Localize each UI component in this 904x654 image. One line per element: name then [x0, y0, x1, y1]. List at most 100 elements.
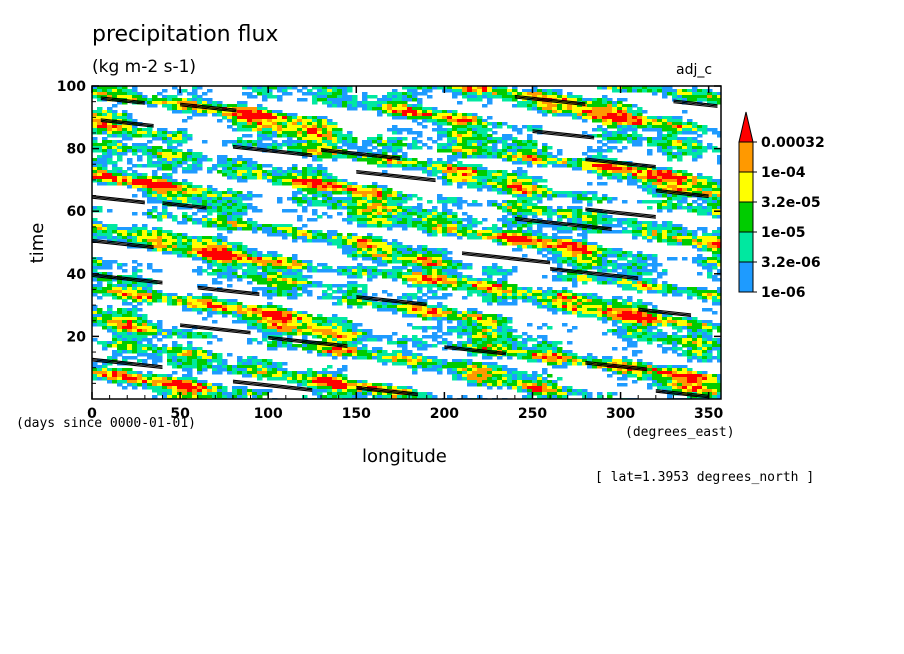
heatmap-cell: [387, 137, 393, 141]
heatmap-cell: [542, 236, 548, 240]
heatmap-cell: [682, 206, 688, 210]
heatmap-cell: [377, 110, 383, 114]
heatmap-cell: [472, 176, 478, 180]
heatmap-cell: [277, 125, 283, 129]
heatmap-cell: [102, 110, 108, 114]
heatmap-cell: [552, 239, 558, 243]
heatmap-cell: [342, 200, 348, 204]
heatmap-cell: [662, 206, 668, 210]
heatmap-cell: [552, 248, 558, 252]
heatmap-cell: [122, 233, 128, 237]
heatmap-cell: [707, 263, 713, 267]
heatmap-cell: [522, 239, 528, 243]
heatmap-cell: [277, 134, 283, 138]
heatmap-cell: [627, 134, 633, 138]
heatmap-cell: [447, 209, 453, 213]
heatmap-cell: [422, 119, 428, 123]
heatmap-cell: [277, 266, 283, 270]
heatmap-cell: [232, 173, 238, 177]
heatmap-cell: [202, 209, 208, 213]
heatmap-cell: [632, 281, 638, 285]
heatmap-cell: [402, 101, 408, 105]
heatmap-cell: [417, 251, 423, 255]
heatmap-cell: [697, 134, 703, 138]
heatmap-cell: [222, 242, 228, 246]
heatmap-cell: [197, 236, 203, 240]
heatmap-cell: [492, 176, 498, 180]
heatmap-cell: [352, 140, 358, 144]
heatmap-cell: [127, 167, 133, 171]
heatmap-cell: [627, 176, 633, 180]
heatmap-cell: [517, 230, 523, 234]
heatmap-cell: [117, 86, 123, 90]
heatmap-cell: [462, 140, 468, 144]
heatmap-cell: [322, 98, 328, 102]
heatmap-cell: [112, 173, 118, 177]
heatmap-cell: [342, 251, 348, 255]
heatmap-cell: [512, 86, 518, 90]
heatmap-cell: [652, 260, 658, 264]
heatmap-cell: [517, 242, 523, 246]
heatmap-cell: [267, 233, 273, 237]
heatmap-cell: [232, 116, 238, 120]
heatmap-cell: [212, 221, 218, 225]
heatmap-cell: [602, 95, 608, 99]
heatmap-cell: [537, 236, 543, 240]
heatmap-cell: [692, 143, 698, 147]
heatmap-cell: [467, 164, 473, 168]
heatmap-cell: [362, 149, 368, 153]
heatmap-cell: [467, 278, 473, 282]
heatmap-cell: [592, 245, 598, 249]
heatmap-cell: [597, 116, 603, 120]
heatmap-cell: [492, 179, 498, 183]
heatmap-cell: [102, 170, 108, 174]
heatmap-cell: [262, 143, 268, 147]
heatmap-cell: [557, 215, 563, 219]
heatmap-cell: [367, 233, 373, 237]
heatmap-cell: [167, 188, 173, 192]
heatmap-cell: [442, 269, 448, 273]
heatmap-cell: [642, 272, 648, 276]
heatmap-cell: [242, 263, 248, 267]
heatmap-cell: [222, 191, 228, 195]
heatmap-cell: [362, 218, 368, 222]
heatmap-cell: [667, 116, 673, 120]
heatmap-cell: [427, 260, 433, 264]
heatmap-cell: [367, 158, 373, 162]
heatmap-cell: [277, 278, 283, 282]
heatmap-cell: [312, 86, 318, 90]
heatmap-cell: [457, 218, 463, 222]
heatmap-cell: [642, 179, 648, 183]
heatmap-cell: [687, 92, 693, 96]
heatmap-cell: [417, 209, 423, 213]
heatmap-cell: [497, 203, 503, 207]
heatmap-cell: [92, 278, 98, 282]
heatmap-cell: [457, 260, 463, 264]
heatmap-cell: [507, 221, 513, 225]
heatmap-cell: [352, 188, 358, 192]
heatmap-cell: [302, 167, 308, 171]
heatmap-cell: [387, 257, 393, 261]
heatmap-cell: [377, 104, 383, 108]
heatmap-cell: [452, 89, 458, 93]
heatmap-cell: [122, 263, 128, 267]
heatmap-cell: [317, 179, 323, 183]
heatmap-cell: [667, 194, 673, 198]
heatmap-cell: [712, 98, 718, 102]
heatmap-cell: [372, 191, 378, 195]
heatmap-cell: [667, 140, 673, 144]
heatmap-cell: [217, 263, 223, 267]
heatmap-cell: [482, 170, 488, 174]
heatmap-cell: [497, 287, 503, 291]
heatmap-cell: [447, 218, 453, 222]
heatmap-cell: [437, 287, 443, 291]
heatmap-cell: [142, 164, 148, 168]
heatmap-cell: [402, 95, 408, 99]
heatmap-cell: [357, 197, 363, 201]
heatmap-cell: [617, 122, 623, 126]
heatmap-cell: [472, 125, 478, 129]
heatmap-cell: [547, 245, 553, 249]
heatmap-cell: [307, 170, 313, 174]
heatmap-cell: [647, 188, 653, 192]
heatmap-cell: [667, 86, 673, 90]
